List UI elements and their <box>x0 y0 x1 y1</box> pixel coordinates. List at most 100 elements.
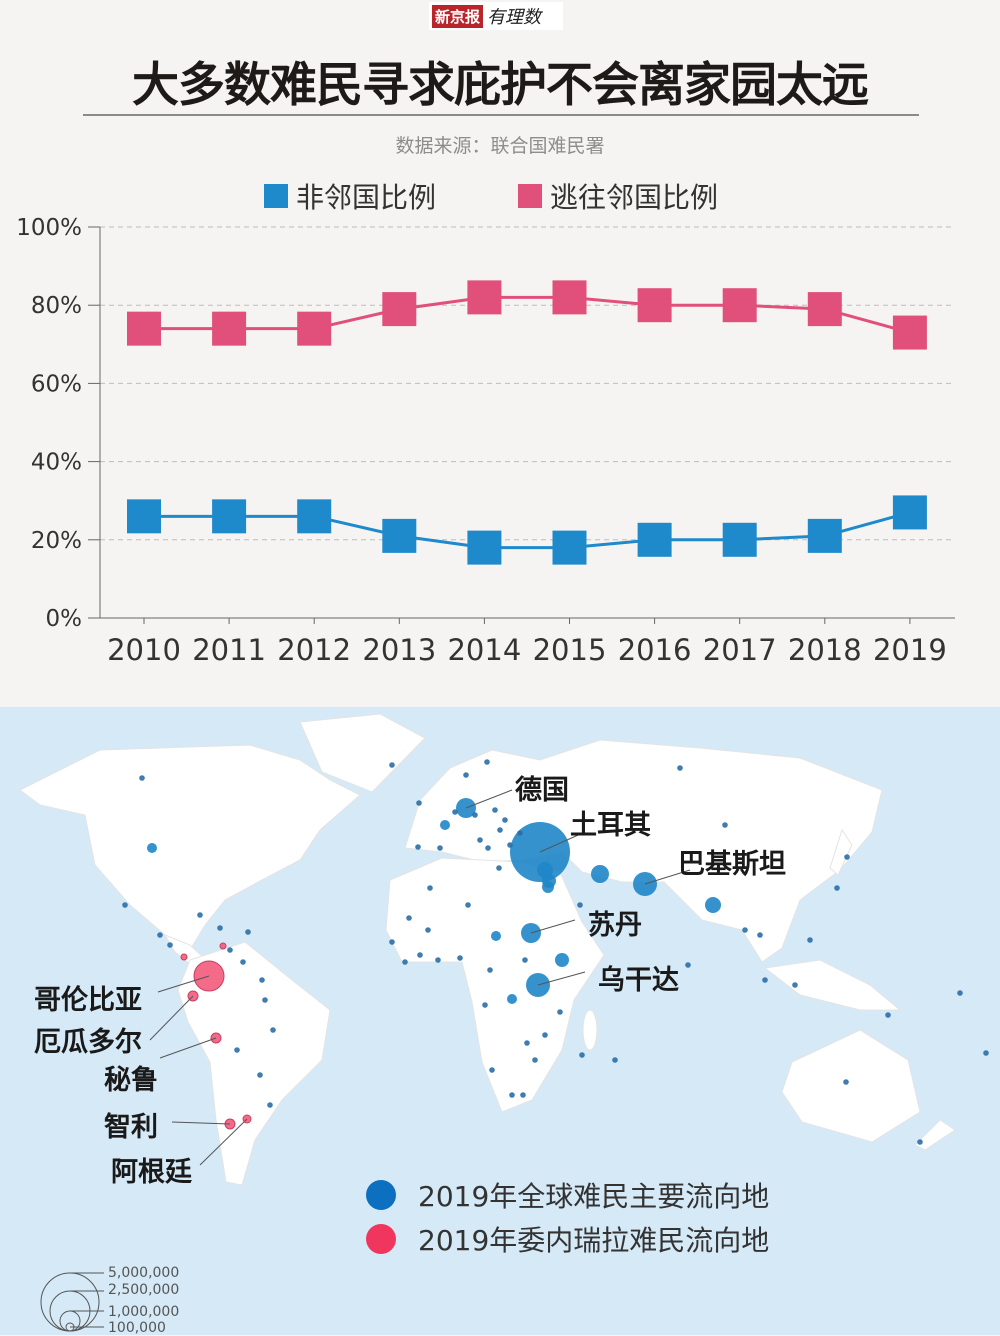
bubble-small <box>234 1047 240 1053</box>
legend-dot <box>366 1180 396 1210</box>
bubble-small <box>496 865 502 871</box>
y-tick-label: 60% <box>31 371 82 397</box>
bubble-small <box>482 1002 488 1008</box>
data-point-1 <box>127 311 161 346</box>
bubble-small <box>484 759 490 765</box>
bubble-small <box>472 812 478 818</box>
legend-label: 2019年委内瑞拉难民流向地 <box>418 1224 770 1257</box>
bubble-small <box>579 1052 585 1058</box>
data-point-0 <box>127 499 161 534</box>
data-point-0 <box>212 499 247 534</box>
legend-swatch <box>518 184 542 208</box>
title-divider <box>83 114 919 116</box>
bubble-small <box>465 902 471 908</box>
bubble-small <box>416 800 422 806</box>
leader-line <box>159 1037 217 1059</box>
leader-line <box>157 975 210 993</box>
leader-line <box>644 869 691 885</box>
data-source: 数据来源：联合国难民署 <box>395 135 605 157</box>
bubble-small <box>485 845 491 851</box>
bubble-small <box>524 1040 530 1046</box>
y-tick-label: 40% <box>31 450 82 476</box>
bubble-usa <box>147 843 157 853</box>
series-line-0 <box>144 510 911 550</box>
new-zealand <box>914 1119 956 1151</box>
bubble-small <box>492 807 498 813</box>
bubble-bangladesh <box>705 897 721 913</box>
label-colombia: 哥伦比亚 <box>34 985 142 1016</box>
bubble-small <box>427 885 433 891</box>
data-point-1 <box>807 292 842 327</box>
data-point-1 <box>552 280 587 315</box>
leader-line <box>171 1121 231 1125</box>
logo-text: 新京报 <box>432 4 484 28</box>
data-point-0 <box>552 530 587 565</box>
bubble-small <box>240 959 246 965</box>
bubble-small <box>577 902 583 908</box>
data-point-0 <box>467 530 502 565</box>
japan <box>829 828 853 876</box>
legend-item-neighbor: 逃往邻国比例 <box>518 176 718 216</box>
bubble-small <box>457 955 463 961</box>
bubble-small <box>262 997 268 1003</box>
data-point-0 <box>297 499 332 534</box>
page-title: 大多数难民寻求庇护不会离家园太远 <box>132 58 869 113</box>
bubble <box>555 953 569 967</box>
leader-line <box>199 1118 248 1166</box>
madagascar <box>582 1009 598 1051</box>
bubble-small <box>502 817 508 823</box>
greenland <box>299 713 426 793</box>
bubble-small <box>843 1079 849 1085</box>
bubble-small <box>885 1012 891 1018</box>
bubble-small <box>245 929 251 935</box>
bubble-small <box>139 775 145 781</box>
data-point-1 <box>212 311 247 346</box>
world-map <box>0 707 1000 1335</box>
bubble-small <box>489 1067 495 1073</box>
bubble-small <box>437 845 443 851</box>
north-america <box>19 744 361 951</box>
legend-label: 逃往邻国比例 <box>550 181 719 214</box>
leader-line <box>530 919 576 934</box>
bubble-small <box>807 937 813 943</box>
label-peru: 秘鲁 <box>104 1065 158 1096</box>
bubble-small <box>415 844 421 850</box>
data-point-1 <box>637 288 672 323</box>
label-germany: 德国 <box>515 775 569 806</box>
data-point-0 <box>382 518 417 553</box>
data-point-0 <box>637 522 672 557</box>
map-legend-venezuela: 2019年委内瑞拉难民流向地 <box>366 1219 769 1259</box>
y-tick-label: 20% <box>31 528 82 554</box>
leader-line <box>149 995 194 1041</box>
data-point-1 <box>722 288 757 323</box>
bubble <box>542 881 554 893</box>
bubble-small <box>227 947 233 953</box>
bubble-small <box>742 927 748 933</box>
bubble-small <box>917 1139 923 1145</box>
scale-label: 100,000 <box>108 1320 166 1336</box>
label-ecuador: 厄瓜多尔 <box>34 1027 142 1058</box>
legend-item-non-neighbor: 非邻国比例 <box>264 176 436 216</box>
bubble-small <box>435 957 441 963</box>
bubble-small <box>792 982 798 988</box>
bubble-small <box>509 1092 515 1098</box>
data-point-1 <box>467 280 502 315</box>
scale-label: 5,000,000 <box>108 1265 180 1281</box>
bubble-small <box>685 962 691 968</box>
bubble-small <box>259 977 265 983</box>
y-tick-label: 80% <box>31 293 82 319</box>
leader-line <box>539 831 586 853</box>
bubble-small <box>957 990 963 996</box>
bubble-small <box>557 1009 563 1015</box>
legend-label: 非邻国比例 <box>296 181 437 214</box>
data-point-1 <box>892 315 927 350</box>
x-tick-label: 2013 <box>362 633 436 667</box>
bubble-iran <box>591 865 609 883</box>
line-chart: 0% 20% 40% 60% 80% 100% 2010 2011 2012 2013 2014 20… <box>16 215 955 667</box>
x-tick-label: 2010 <box>107 633 181 667</box>
bubble-venezuela-flow <box>180 953 188 961</box>
bubble-venezuela-flow <box>219 942 227 950</box>
bubble <box>440 820 450 830</box>
bubble-small <box>157 932 163 938</box>
x-tick-label: 2011 <box>192 633 266 667</box>
